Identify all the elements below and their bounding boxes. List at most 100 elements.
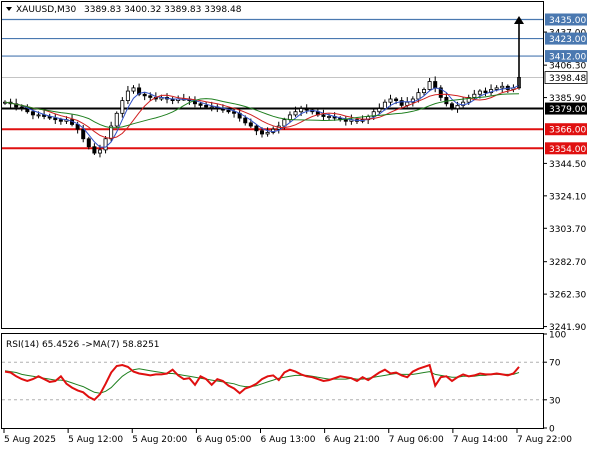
candle-body xyxy=(427,81,432,90)
candle-body xyxy=(399,100,404,106)
level-label-2: 3412.00 xyxy=(549,53,586,63)
price-tick-label: 3324.10 xyxy=(549,192,586,202)
candle-body xyxy=(438,87,443,98)
candle-body xyxy=(198,103,203,106)
candle-body xyxy=(259,130,264,135)
candle-body xyxy=(282,119,287,127)
header-symbol: XAUUSD,M30 3389.83 3400.32 3389.83 3398.… xyxy=(6,5,242,15)
candle-body xyxy=(209,106,214,109)
current-price-tag xyxy=(544,71,588,84)
level-label-5: 3354.00 xyxy=(549,145,586,155)
time-tick-label: 5 Aug 20:00 xyxy=(132,435,187,445)
candle-body xyxy=(321,114,326,117)
candle-body xyxy=(477,90,482,95)
candle-body xyxy=(472,93,477,98)
level-label-0: 3435.00 xyxy=(549,16,586,26)
candle-body xyxy=(293,111,298,116)
candle-body xyxy=(204,104,209,108)
level-tag-1 xyxy=(545,32,587,45)
candle-body xyxy=(422,89,427,94)
candle-body xyxy=(120,100,125,114)
candle-body xyxy=(299,108,304,113)
candle-body xyxy=(226,109,231,113)
price-tick-label: 3406.30 xyxy=(549,62,586,72)
candle-body xyxy=(25,108,30,113)
price-tick-label: 3344.50 xyxy=(549,160,586,170)
level-tag-2 xyxy=(545,50,587,63)
price-tick-label: 3262.30 xyxy=(549,291,586,301)
candle-body xyxy=(327,116,332,118)
candle-body xyxy=(248,122,253,127)
price-tick-label: 3303.70 xyxy=(549,225,586,235)
candle-body xyxy=(304,108,309,111)
level-tag-5 xyxy=(545,142,587,155)
candle-body xyxy=(455,104,460,109)
candle-body xyxy=(377,108,382,113)
candle-body xyxy=(265,131,270,135)
candle-body xyxy=(394,98,399,101)
rsi-line xyxy=(4,363,520,402)
candle-body xyxy=(103,138,108,151)
time-tick-label: 7 Aug 06:00 xyxy=(389,435,444,445)
candle-body xyxy=(500,85,505,89)
candle-body xyxy=(30,111,35,116)
candle-body xyxy=(131,87,136,92)
price-tick-label: 3282.70 xyxy=(549,258,586,268)
rsi-ma-line xyxy=(4,368,520,394)
level-labels: 3435.00 3423.00 3412.00 3379.00 3366.00 3354.… xyxy=(544,13,588,155)
candle-body xyxy=(382,101,387,109)
level-label-1: 3423.00 xyxy=(549,35,586,45)
candle-body xyxy=(433,81,438,89)
candle-body xyxy=(114,112,119,127)
current-price-label: 3398.48 xyxy=(549,74,586,84)
symbol-timeframe: XAUUSD,M30 xyxy=(16,5,76,15)
time-tick-label: 6 Aug 13:00 xyxy=(261,435,316,445)
price-tick-label: 3385.90 xyxy=(549,94,586,104)
level-tag-3 xyxy=(545,102,587,115)
time-tick-label: 6 Aug 21:00 xyxy=(325,435,380,445)
candle-body xyxy=(92,146,97,154)
candle-body xyxy=(232,111,237,114)
candle-body xyxy=(53,117,58,121)
candle-body xyxy=(254,125,259,132)
candle-body xyxy=(137,87,142,95)
up-arrow-icon xyxy=(514,16,524,88)
ohlc-values: 3389.83 3400.32 3389.83 3398.48 xyxy=(84,5,242,15)
candle-body xyxy=(58,119,63,122)
candle-body xyxy=(86,138,91,148)
candle-body xyxy=(466,97,471,103)
rsi-header: RSI(14) 65.4526 xyxy=(6,340,79,350)
candle-body xyxy=(388,98,393,103)
candle-body xyxy=(97,149,102,154)
candle-body xyxy=(416,92,421,100)
main-pane-frame xyxy=(1,1,544,329)
rsi-tick-label: 0 xyxy=(549,425,555,435)
candle-body xyxy=(19,106,24,109)
candle-body xyxy=(243,117,248,124)
rsi-ma-header: ->MA(7) 58.8251 xyxy=(82,340,160,350)
candle-body xyxy=(81,128,86,140)
candle-body xyxy=(449,103,454,109)
level-label-3: 3379.00 xyxy=(549,105,586,115)
rsi-tick-label: 70 xyxy=(549,359,561,369)
candle-body xyxy=(142,93,147,97)
rsi-tick-label: 30 xyxy=(549,396,561,406)
candle-body xyxy=(75,124,80,130)
moving-averages xyxy=(4,84,520,148)
time-tick-label: 7 Aug 14:00 xyxy=(453,435,508,445)
rsi-indicator: 100 70 30 0 xyxy=(2,331,566,435)
time-axis: 5 Aug 2025 5 Aug 12:00 5 Aug 20:00 6 Aug 05… xyxy=(3,429,572,445)
rsi-tick-label: 100 xyxy=(549,331,566,341)
time-tick-label: 6 Aug 05:00 xyxy=(196,435,251,445)
time-tick-label: 5 Aug 12:00 xyxy=(68,435,123,445)
candle-body xyxy=(343,119,348,122)
ma-fast-line xyxy=(4,84,520,148)
level-tag-4 xyxy=(545,123,587,136)
time-tick-label: 5 Aug 2025 xyxy=(4,435,56,445)
candle-body xyxy=(14,103,19,108)
candle-body xyxy=(125,90,130,101)
ma-slow-line xyxy=(4,93,520,129)
price-tick-label: 3241.90 xyxy=(549,323,586,333)
level-label-4: 3366.00 xyxy=(549,126,586,136)
